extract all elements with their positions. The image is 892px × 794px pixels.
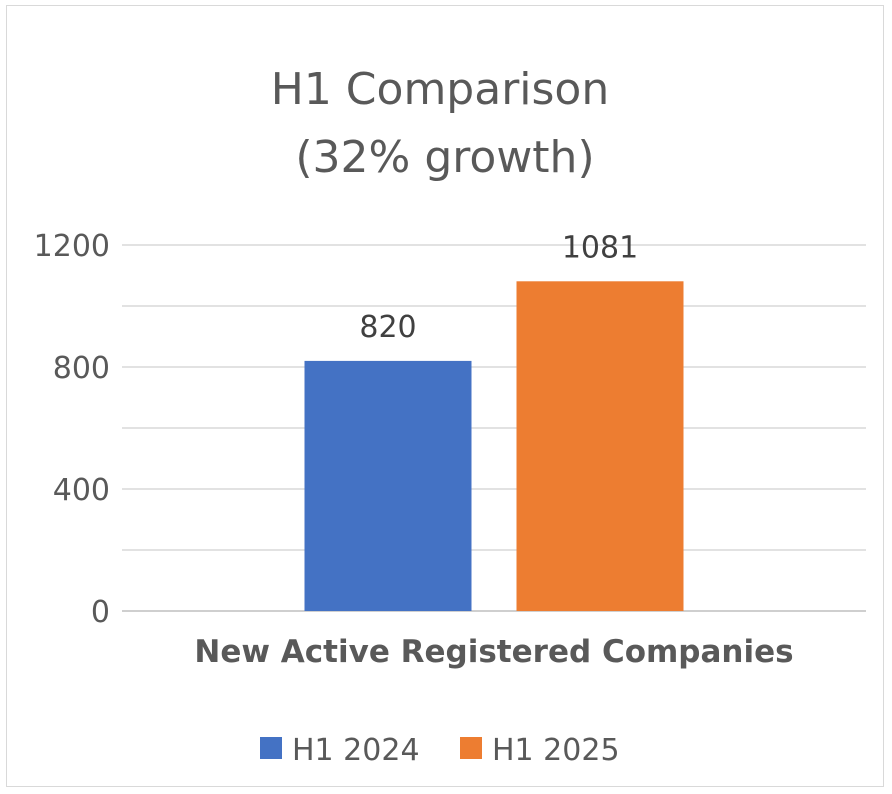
chart-title-line-2: (32% growth) — [295, 132, 594, 183]
y-tick-label: 800 — [53, 351, 110, 386]
y-axis-ticks: 0 400 800 1200 — [34, 229, 110, 630]
bar-h1-2024 — [304, 360, 472, 611]
chart-title-line-1: H1 Comparison — [271, 64, 610, 115]
category-label: New Active Registered Companies — [194, 634, 793, 670]
bars — [304, 281, 684, 611]
legend: H1 2024 H1 2025 — [260, 733, 620, 768]
y-tick-label: 0 — [91, 595, 110, 630]
y-tick-label: 400 — [53, 473, 110, 508]
y-tick-label: 1200 — [34, 229, 110, 264]
data-label: 820 — [359, 310, 416, 345]
data-label: 1081 — [562, 230, 638, 265]
bar-h1-2025 — [516, 281, 684, 611]
legend-label: H1 2025 — [492, 733, 620, 768]
legend-swatch — [260, 737, 282, 759]
data-labels: 820 1081 — [359, 230, 638, 345]
legend-label: H1 2024 — [292, 733, 420, 768]
legend-swatch — [460, 737, 482, 759]
gridlines — [122, 244, 866, 612]
